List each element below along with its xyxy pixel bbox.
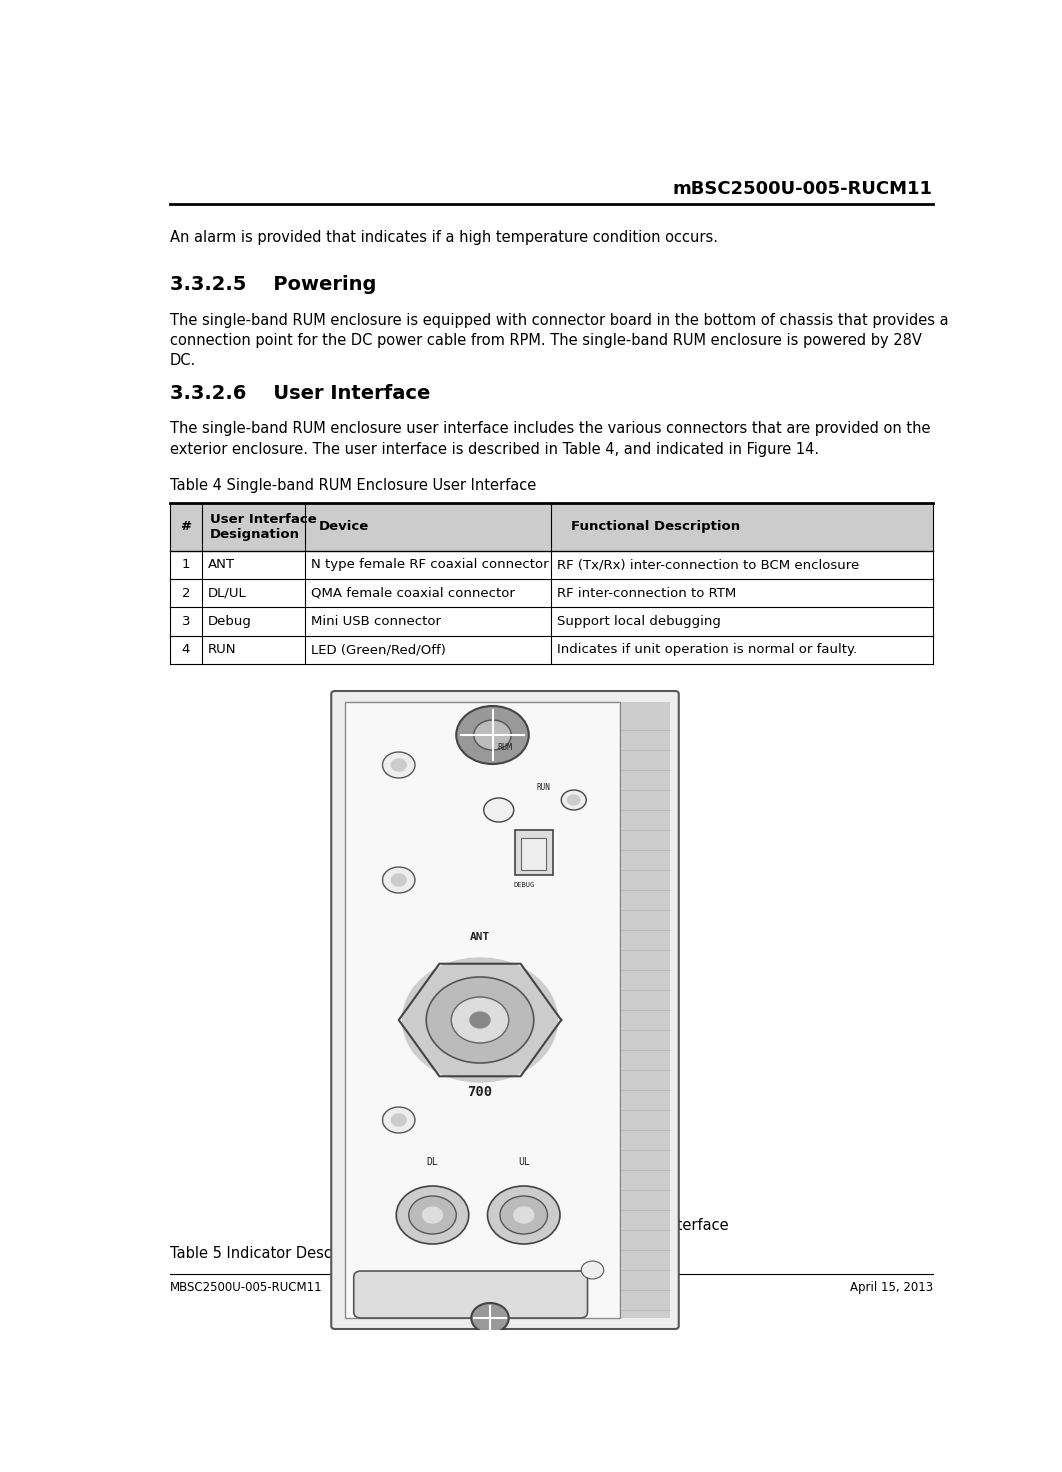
Circle shape	[391, 1114, 407, 1126]
Text: 3.3.2.5    Powering: 3.3.2.5 Powering	[170, 275, 376, 294]
Text: LED (Green/Red/Off): LED (Green/Red/Off)	[310, 643, 445, 657]
Circle shape	[470, 1013, 490, 1027]
Circle shape	[391, 874, 407, 886]
Text: Device: Device	[319, 521, 370, 533]
Text: MBSC2500U-005-RUCM11: MBSC2500U-005-RUCM11	[170, 1281, 323, 1294]
Text: ANT: ANT	[469, 932, 491, 942]
Text: Support local debugging: Support local debugging	[558, 615, 721, 629]
Text: RUM: RUM	[497, 743, 513, 752]
Text: DL/UL: DL/UL	[207, 587, 246, 599]
Circle shape	[423, 1207, 443, 1223]
Circle shape	[582, 1262, 602, 1278]
Text: 4: 4	[182, 643, 190, 657]
Circle shape	[501, 1197, 546, 1234]
Text: Table 5 Indicator Description: Table 5 Indicator Description	[170, 1247, 379, 1262]
Text: The single-band RUM enclosure user interface includes the various connectors tha: The single-band RUM enclosure user inter…	[170, 421, 930, 456]
Text: April 15, 2013: April 15, 2013	[850, 1281, 932, 1294]
Bar	[521, 838, 546, 870]
Bar	[515, 830, 552, 874]
Bar	[170, 636, 932, 664]
Text: #: #	[181, 521, 191, 533]
Text: DL: DL	[427, 1157, 439, 1167]
Text: 3.3.2.6    User Interface: 3.3.2.6 User Interface	[170, 384, 430, 403]
Circle shape	[567, 795, 580, 805]
Text: 1: 1	[182, 558, 190, 571]
Text: The single-band RUM enclosure is equipped with connector board in the bottom of : The single-band RUM enclosure is equippe…	[170, 312, 948, 368]
Text: 2: 2	[182, 587, 190, 599]
Text: Figure 14 Single-band RU Enclosure User Interface: Figure 14 Single-band RU Enclosure User …	[359, 1217, 730, 1232]
Text: Table 4 Single-band RUM Enclosure User Interface: Table 4 Single-band RUM Enclosure User I…	[170, 478, 536, 493]
Text: ANT: ANT	[207, 558, 235, 571]
Bar	[170, 551, 932, 578]
Text: 3: 3	[182, 615, 190, 629]
Text: Functional Description: Functional Description	[570, 521, 740, 533]
Text: Page 17: Page 17	[520, 1288, 568, 1300]
Bar	[170, 608, 932, 636]
Text: RUN: RUN	[207, 643, 236, 657]
Circle shape	[383, 754, 414, 777]
Text: RUN: RUN	[536, 783, 550, 792]
Circle shape	[452, 998, 508, 1042]
Text: mBSC2500U-005-RUCM11: mBSC2500U-005-RUCM11	[672, 180, 932, 199]
Bar	[345, 702, 620, 1317]
Text: Debug: Debug	[207, 615, 252, 629]
Circle shape	[383, 868, 414, 892]
Circle shape	[475, 721, 510, 749]
Circle shape	[410, 1197, 455, 1234]
Bar	[170, 578, 932, 608]
FancyBboxPatch shape	[331, 690, 679, 1329]
Text: Indicates if unit operation is normal or faulty.: Indicates if unit operation is normal or…	[558, 643, 857, 657]
Text: DEBUG: DEBUG	[513, 882, 534, 888]
Text: An alarm is provided that indicates if a high temperature condition occurs.: An alarm is provided that indicates if a…	[170, 230, 718, 244]
Text: QMA female coaxial connector: QMA female coaxial connector	[310, 587, 514, 599]
Circle shape	[514, 1207, 534, 1223]
Circle shape	[391, 760, 407, 771]
Text: User Interface
Designation: User Interface Designation	[210, 512, 316, 540]
Circle shape	[473, 1304, 508, 1332]
Circle shape	[489, 1186, 559, 1242]
Text: RF (Tx/Rx) inter-connection to BCM enclosure: RF (Tx/Rx) inter-connection to BCM enclo…	[558, 558, 859, 571]
Circle shape	[383, 1108, 414, 1132]
Circle shape	[563, 790, 585, 810]
Circle shape	[485, 799, 513, 821]
Circle shape	[428, 977, 532, 1061]
Text: Mini USB connector: Mini USB connector	[310, 615, 441, 629]
Bar	[620, 702, 670, 1317]
Text: RF inter-connection to RTM: RF inter-connection to RTM	[558, 587, 736, 599]
Text: UL: UL	[518, 1157, 530, 1167]
Circle shape	[402, 958, 558, 1082]
Circle shape	[397, 1186, 467, 1242]
Bar	[170, 503, 932, 551]
Text: 700: 700	[467, 1085, 493, 1100]
Circle shape	[458, 707, 528, 762]
Text: N type female RF coaxial connector: N type female RF coaxial connector	[310, 558, 548, 571]
FancyBboxPatch shape	[354, 1270, 587, 1317]
